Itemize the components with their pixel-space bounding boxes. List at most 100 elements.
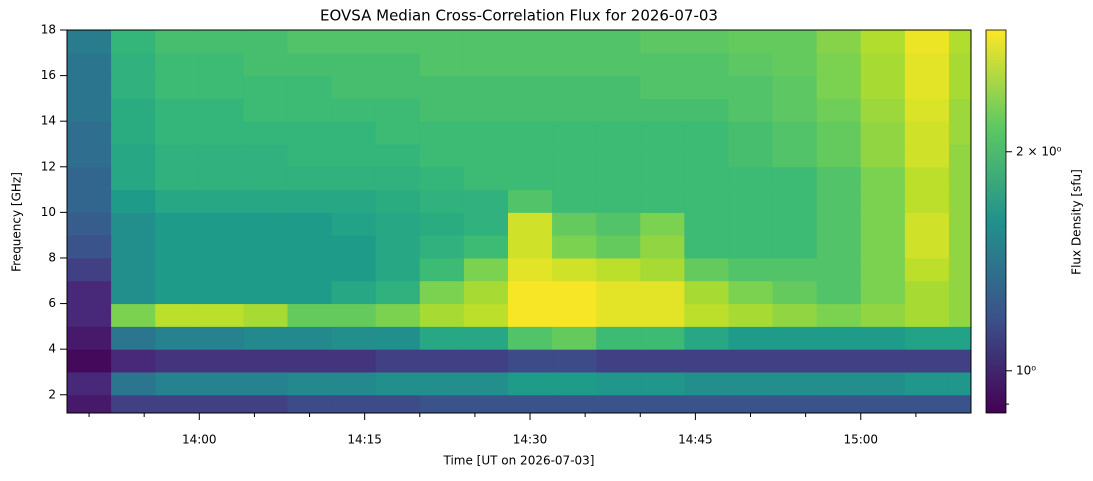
heatmap-cell	[287, 98, 333, 122]
heatmap-cell	[728, 235, 774, 259]
plot-frame	[66, 29, 972, 414]
heatmap-cell	[375, 394, 421, 414]
heatmap-cell	[199, 166, 244, 191]
heatmap-cell	[331, 235, 377, 259]
heatmap-cell	[640, 143, 685, 168]
heatmap-cell	[948, 98, 972, 122]
heatmap-cell	[67, 257, 112, 282]
heatmap-cell	[463, 303, 509, 327]
heatmap-cell	[552, 189, 597, 213]
heatmap-cell	[243, 257, 288, 282]
heatmap-cell	[596, 52, 641, 77]
heatmap-cell	[640, 52, 685, 77]
heatmap-cell	[331, 371, 377, 396]
heatmap-cell	[904, 394, 950, 414]
heatmap-cell	[111, 394, 156, 414]
heatmap-cell	[419, 121, 465, 145]
heatmap-cell	[552, 98, 597, 122]
heatmap-cell	[772, 257, 818, 282]
heatmap-cell	[331, 121, 377, 145]
heatmap-cell	[552, 349, 597, 373]
heatmap-cell	[684, 212, 729, 236]
heatmap-cell	[860, 75, 906, 99]
heatmap-cell	[67, 394, 112, 414]
heatmap-cell	[640, 75, 685, 99]
x-tick-label: 14:15	[347, 433, 382, 447]
heatmap-cell	[684, 349, 729, 373]
heatmap-cell	[948, 189, 972, 213]
heatmap-cell	[331, 303, 377, 327]
heatmap-cell	[948, 121, 972, 145]
heatmap-cell	[596, 235, 641, 259]
heatmap-cell	[331, 166, 377, 191]
heatmap-cell	[419, 75, 465, 99]
heatmap-cell	[772, 212, 818, 236]
heatmap-cell	[199, 189, 244, 213]
heatmap-cell	[772, 371, 818, 396]
heatmap-cell	[111, 303, 156, 327]
heatmap-cell	[155, 303, 200, 327]
heatmap-cell	[243, 166, 288, 191]
heatmap-cell	[772, 326, 818, 350]
heatmap-cell	[463, 52, 509, 77]
heatmap-cell	[199, 235, 244, 259]
heatmap-cell	[507, 189, 553, 213]
heatmap-cell	[287, 30, 333, 54]
heatmap-cell	[684, 303, 729, 327]
y-tick-label: 2	[48, 387, 56, 401]
heatmap-cell	[375, 349, 421, 373]
heatmap-cell	[111, 235, 156, 259]
heatmap-cell	[816, 212, 862, 236]
heatmap-cell	[507, 280, 553, 305]
y-tick-label: 14	[41, 114, 56, 128]
colorbar-tick-label: 2 × 10⁰	[1016, 144, 1062, 158]
heatmap-cell	[596, 280, 641, 305]
heatmap-cell	[287, 212, 333, 236]
heatmap-cell	[331, 349, 377, 373]
heatmap-cell	[684, 75, 729, 99]
y-tick-label: 10	[41, 205, 56, 219]
heatmap-cell	[948, 30, 972, 54]
heatmap-cell	[507, 52, 553, 77]
heatmap-cell	[463, 235, 509, 259]
heatmap-cell	[419, 52, 465, 77]
heatmap-cell	[507, 166, 553, 191]
heatmap-cell	[243, 394, 288, 414]
heatmap-cell	[507, 30, 553, 54]
heatmap-cell	[155, 121, 200, 145]
heatmap-cell	[419, 189, 465, 213]
heatmap-cell	[243, 143, 288, 168]
heatmap-cell	[155, 235, 200, 259]
heatmap-cell	[640, 257, 685, 282]
heatmap-cell	[596, 371, 641, 396]
heatmap-cell	[728, 371, 774, 396]
heatmap-cell	[155, 349, 200, 373]
heatmap-cell	[199, 75, 244, 99]
heatmap-cell	[243, 371, 288, 396]
heatmap-cell	[904, 212, 950, 236]
heatmap-cell	[684, 166, 729, 191]
heatmap-cell	[816, 75, 862, 99]
heatmap-cell	[463, 121, 509, 145]
heatmap-cell	[904, 257, 950, 282]
heatmap-cell	[111, 349, 156, 373]
heatmap-cell	[287, 371, 333, 396]
heatmap-cell	[111, 257, 156, 282]
heatmap-cell	[816, 371, 862, 396]
heatmap-cell	[948, 349, 972, 373]
heatmap-cell	[287, 349, 333, 373]
heatmap-cell	[463, 280, 509, 305]
heatmap-cell	[596, 143, 641, 168]
heatmap-cell	[199, 371, 244, 396]
y-tick-label: 16	[41, 68, 56, 82]
heatmap-cell	[155, 75, 200, 99]
heatmap-cell	[904, 98, 950, 122]
heatmap-cell	[596, 75, 641, 99]
heatmap-cell	[728, 303, 774, 327]
heatmap-cell	[816, 143, 862, 168]
heatmap-cell	[552, 75, 597, 99]
y-axis-label: Frequency [GHz]	[10, 172, 24, 272]
heatmap-cell	[684, 371, 729, 396]
heatmap-cell	[640, 349, 685, 373]
heatmap-cell	[375, 143, 421, 168]
